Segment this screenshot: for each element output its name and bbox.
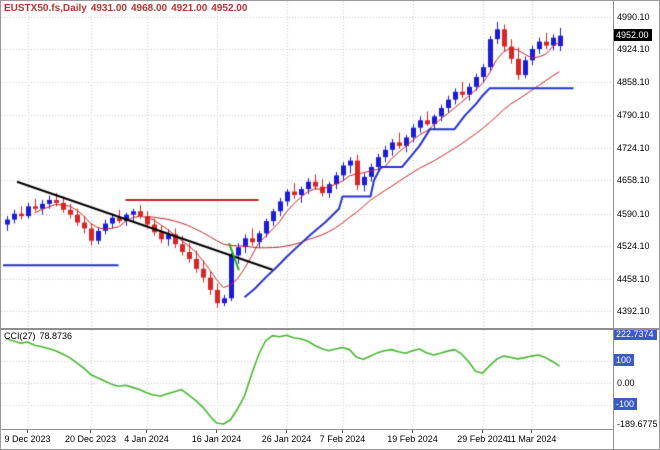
cci-indicator-canvas[interactable]: [1, 330, 613, 429]
time-axis-label: 19 Feb 2024: [387, 434, 438, 444]
indicator-axis-label: -189.6775: [617, 419, 658, 429]
time-axis[interactable]: 9 Dec 2023 20 Dec 2023 4 Jan 2024 16 Jan 20…: [1, 430, 613, 449]
indicator-value-label: 78.8736: [39, 331, 73, 341]
time-axis-tick: [90, 430, 91, 433]
price-axis[interactable]: 4990.10 4924.10 4858.10 4790.10 4724.10 4658.…: [613, 1, 659, 449]
price-axis-label: 4590.10: [617, 208, 650, 219]
price-axis-label: 4458.10: [617, 273, 650, 284]
high-value: 4968.00: [130, 3, 168, 14]
time-axis-tick: [412, 430, 413, 433]
indicator-level-marker: 100: [614, 354, 635, 367]
price-axis-label: 4790.10: [617, 110, 650, 121]
price-axis-label: 4990.10: [617, 12, 650, 22]
time-axis-tick: [27, 430, 28, 433]
close-value: 4952.00: [211, 3, 248, 14]
indicator-level-marker: 222.7374: [614, 328, 657, 340]
price-axis-label: 4524.10: [617, 241, 650, 252]
indicator-name-label: CCI(27): [4, 331, 36, 341]
time-axis-label: 7 Feb 2024: [319, 434, 366, 444]
indicator-axis-label: 0.00: [617, 378, 635, 389]
time-axis-tick: [286, 430, 287, 433]
symbol-ohlc-header: EUSTX50.fs,Daily 4931.00 4968.00 4921.00 495…: [4, 3, 251, 14]
time-axis-tick: [216, 430, 217, 433]
panel-splitter[interactable]: [1, 328, 659, 330]
time-axis-label: 11 Mar 2024: [506, 434, 557, 444]
symbol-period-label: EUSTX50.fs,Daily: [4, 3, 87, 14]
time-axis-label: 29 Feb 2024: [457, 434, 508, 444]
current-price-marker: 4952.00: [614, 28, 652, 41]
time-axis-label: 26 Jan 2024: [261, 434, 312, 444]
price-axis-label: 4724.10: [617, 142, 650, 153]
indicator-header: CCI(27) 78.8736: [4, 331, 76, 341]
open-value: 4931.00: [90, 3, 127, 14]
price-axis-label: 4858.10: [617, 76, 650, 87]
time-axis-tick: [531, 430, 532, 433]
price-axis-label: 4924.10: [617, 44, 650, 55]
main-chart-canvas[interactable]: [1, 1, 613, 328]
time-axis-label: 4 Jan 2024: [124, 434, 169, 444]
low-value: 4921.00: [171, 3, 208, 14]
time-axis-separator: [1, 429, 614, 430]
time-axis-tick: [482, 430, 483, 433]
time-axis-label: 9 Dec 2023: [4, 434, 51, 444]
price-axis-label: 4658.10: [617, 175, 650, 186]
indicator-level-marker: -100: [614, 397, 638, 410]
cci-indicator-panel: CCI(27) 78.8736: [1, 330, 613, 429]
main-chart-panel: EUSTX50.fs,Daily 4931.00 4968.00 4921.00 495…: [1, 1, 613, 328]
time-axis-label: 16 Jan 2024: [191, 434, 242, 444]
time-axis-tick: [146, 430, 147, 433]
time-axis-tick: [342, 430, 343, 433]
price-axis-label: 4392.10: [617, 306, 650, 316]
time-axis-label: 20 Dec 2023: [64, 434, 117, 444]
